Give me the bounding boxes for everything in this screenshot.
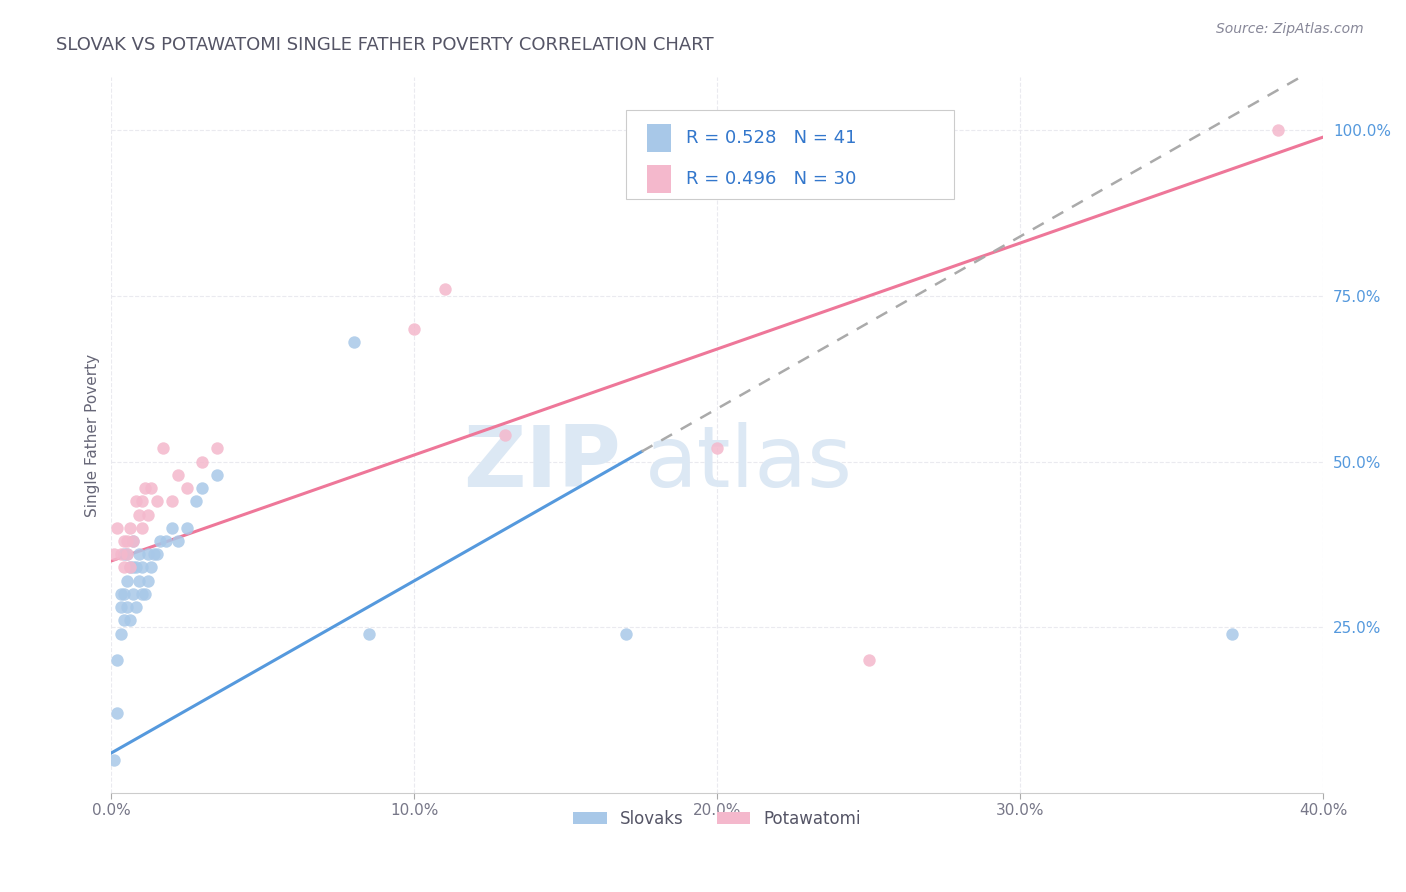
Point (124, 494, 146, 508)
Point (103, 753, 125, 767)
Point (357, 626, 380, 640)
Point (1267, 123, 1289, 137)
Point (433, 282, 456, 296)
Text: Source: ZipAtlas.com: Source: ZipAtlas.com (1216, 22, 1364, 37)
Point (134, 587, 156, 601)
Point (139, 560, 162, 574)
Point (176, 481, 198, 495)
Point (115, 534, 138, 549)
FancyBboxPatch shape (647, 124, 671, 153)
Point (131, 494, 153, 508)
FancyBboxPatch shape (647, 165, 671, 194)
Point (112, 547, 135, 561)
Point (494, 428, 516, 442)
Point (118, 521, 141, 535)
Point (115, 547, 138, 561)
Text: ZIP: ZIP (463, 422, 620, 505)
Point (131, 587, 153, 601)
Point (128, 547, 150, 561)
Point (131, 521, 153, 535)
Point (146, 494, 169, 508)
Point (152, 442, 174, 456)
Point (176, 521, 198, 535)
Point (110, 547, 132, 561)
Point (121, 534, 143, 549)
Point (149, 534, 172, 549)
Point (134, 481, 156, 495)
Point (1222, 626, 1244, 640)
Point (118, 614, 141, 628)
Point (107, 653, 129, 667)
Point (343, 335, 366, 350)
Point (131, 560, 153, 574)
Point (107, 521, 129, 535)
Point (706, 442, 728, 456)
Text: atlas: atlas (644, 422, 852, 505)
Point (207, 467, 229, 482)
Text: R = 0.528   N = 41: R = 0.528 N = 41 (686, 128, 856, 147)
Point (139, 481, 162, 495)
Point (121, 560, 143, 574)
Point (112, 534, 135, 549)
Point (858, 653, 880, 667)
Point (160, 494, 183, 508)
Point (128, 508, 150, 522)
Point (128, 574, 150, 588)
Point (191, 454, 214, 468)
Point (110, 626, 132, 640)
Point (155, 534, 177, 549)
Y-axis label: Single Father Poverty: Single Father Poverty (86, 353, 100, 516)
Point (107, 706, 129, 721)
Point (103, 547, 125, 561)
Point (616, 626, 638, 640)
Point (112, 614, 135, 628)
Point (404, 322, 426, 336)
FancyBboxPatch shape (627, 110, 953, 199)
Point (112, 560, 135, 574)
Point (142, 547, 165, 561)
Text: SLOVAK VS POTAWATOMI SINGLE FATHER POVERTY CORRELATION CHART: SLOVAK VS POTAWATOMI SINGLE FATHER POVER… (56, 36, 714, 54)
Point (110, 600, 132, 615)
Point (124, 560, 146, 574)
Point (112, 587, 135, 601)
Point (136, 574, 159, 588)
Point (118, 560, 141, 574)
Point (136, 547, 159, 561)
Text: R = 0.496   N = 30: R = 0.496 N = 30 (686, 170, 856, 188)
Point (136, 508, 159, 522)
Point (191, 481, 214, 495)
Point (167, 534, 190, 549)
Point (115, 600, 138, 615)
Point (118, 560, 141, 574)
Point (115, 574, 138, 588)
Point (207, 442, 229, 456)
Point (121, 587, 143, 601)
Point (186, 494, 208, 508)
Point (115, 547, 138, 561)
Point (167, 467, 190, 482)
Point (110, 587, 132, 601)
Point (146, 547, 169, 561)
Point (121, 534, 143, 549)
Point (160, 521, 183, 535)
Point (124, 600, 146, 615)
Legend: Slovaks, Potawatomi: Slovaks, Potawatomi (567, 803, 868, 834)
